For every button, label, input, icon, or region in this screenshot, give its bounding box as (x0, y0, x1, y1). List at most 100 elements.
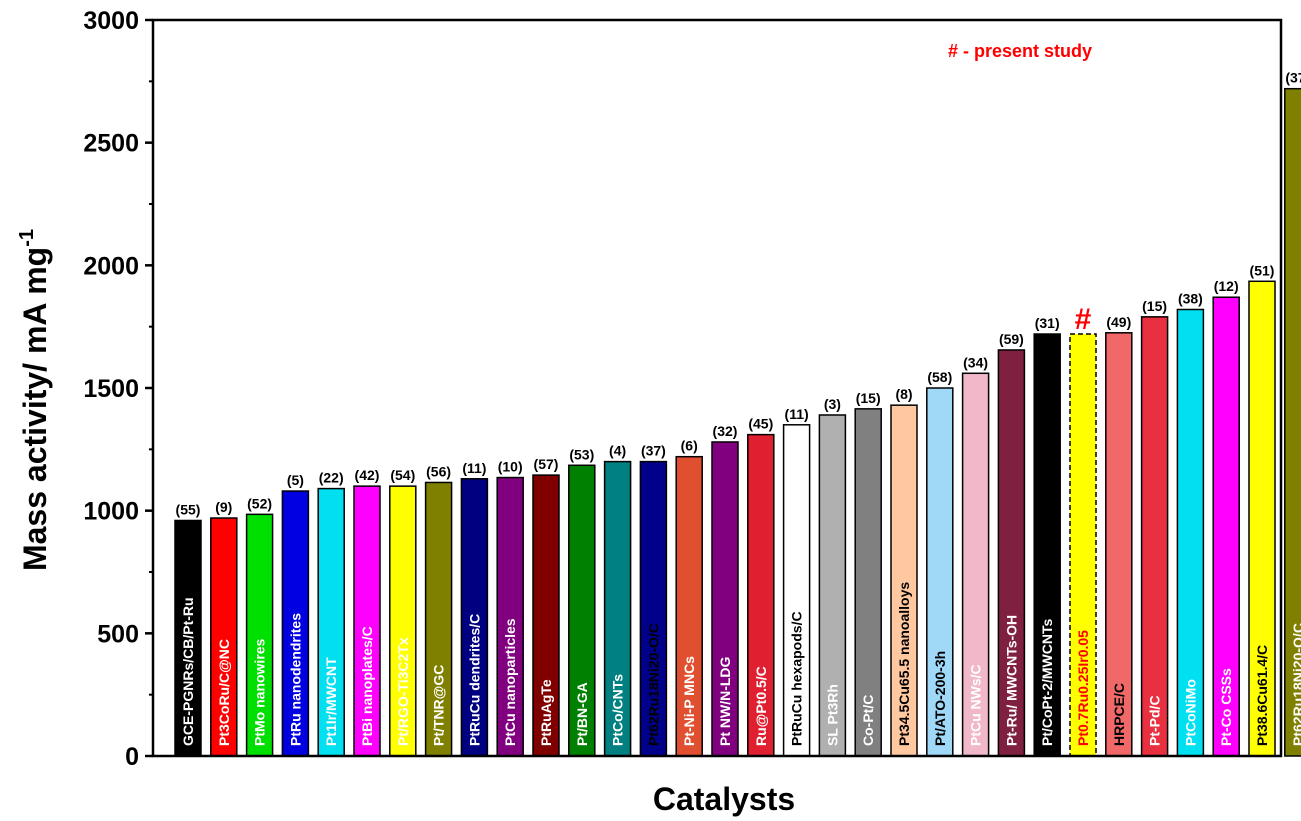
bar-label: PtRuCu dendrites/C (466, 614, 482, 746)
bar-label: SL Pt3Rh (824, 684, 840, 746)
bar-ref-label: (56) (426, 463, 451, 479)
bar-label: PtCo/CNTs (610, 674, 626, 746)
bar (1069, 333, 1097, 757)
present-study-marker: # (1075, 303, 1092, 336)
bar-label: Pt-Ru/ MWCNTs-OH (1003, 615, 1019, 746)
bar-label: PtRuCu hexapods/C (789, 611, 805, 746)
y-tick-label: 500 (97, 620, 139, 648)
y-tick-label: 2000 (83, 252, 139, 280)
y-tick-label: 1000 (83, 498, 139, 526)
y-tick-label: 0 (125, 743, 139, 771)
bar (1248, 280, 1276, 757)
bar (997, 349, 1026, 757)
bar-label: PtCoNiMo (1182, 679, 1198, 746)
y-tick-label: 2500 (83, 130, 139, 158)
bar-label: Pt0.7Ru0.25Ir0.05 (1075, 630, 1091, 746)
bar-ref-label: (32) (713, 423, 738, 439)
y-axis-title-main: Mass activity/ mA mg (17, 247, 53, 571)
bar (854, 408, 882, 757)
bar-label: Pt-Pd/C (1147, 695, 1163, 746)
bar-label: Pt38.6Cu61.4/C (1254, 645, 1270, 746)
bar (424, 481, 453, 757)
bar (1284, 87, 1301, 757)
bar-ref-label: (55) (176, 501, 201, 517)
bar-ref-label: (11) (785, 406, 809, 422)
bar (1212, 296, 1240, 757)
bar-ref-label: (9) (215, 499, 232, 515)
bar-label: Pt/CoPt-2/MWCNTs (1039, 619, 1055, 746)
bar (532, 474, 560, 757)
bar (890, 404, 918, 757)
bar-label: Pt34.5Cu65.5 nanoalloys (896, 582, 912, 746)
bar-label: Pt/BN-GA (574, 682, 590, 746)
bar (1140, 316, 1169, 757)
bar (818, 414, 847, 757)
y-tick-label: 3000 (83, 7, 139, 35)
bar-label: Co-Pt/C (860, 695, 876, 746)
bar (926, 387, 954, 757)
bar-label: PtMo nanowires (252, 638, 268, 746)
bar (639, 460, 668, 757)
bar (782, 424, 811, 757)
y-axis-title-sup: -1 (16, 229, 38, 247)
bar-ref-label: (57) (534, 456, 559, 472)
bar (747, 433, 775, 757)
bar-ref-label: (38) (1178, 290, 1203, 306)
bar (1105, 332, 1133, 757)
bar-label: HRPCE/C (1111, 683, 1127, 746)
bar-ref-label: (3) (824, 396, 841, 412)
bar-label: Pt NW/N-LDG (717, 656, 733, 746)
bar-ref-label: (34) (963, 354, 988, 370)
bar-label: Pt62Ru18Ni20-O/C (1290, 623, 1301, 746)
bar (568, 464, 596, 757)
bar-label: Pt/TNR@GC (431, 665, 447, 746)
bar (961, 372, 990, 757)
bar-ref-label: (4) (609, 443, 626, 459)
bar-label: Pt/ATO-200-3h (932, 651, 948, 746)
bar-ref-label: (8) (895, 386, 912, 402)
bar-ref-label: (10) (498, 459, 523, 475)
bar-label: PtCu NWs/C (968, 664, 984, 746)
bar-label: PtCu nanoparticles (502, 618, 518, 746)
bar-label: Pt-Ni-P MNCs (681, 656, 697, 746)
ref-labels-layer: (55) (9) (52) (5) (22) (42) (54) (56) (11) (10) (5… (176, 70, 1301, 518)
bar (353, 485, 381, 757)
bar-label: Pt62Ru18Ni20-O/C (645, 623, 661, 746)
bar-ref-label: (22) (319, 470, 344, 486)
bar-ref-label: (53) (569, 446, 594, 462)
bar-ref-label: (15) (856, 390, 881, 406)
y-axis: 0 500 1000 1500 2000 2500 3000 (83, 7, 153, 771)
bar-ref-label: (6) (681, 438, 698, 454)
bar-label: GCE-PGNRs/CB/Pt-Ru (180, 597, 196, 746)
bar-ref-label: (51) (1250, 262, 1275, 278)
bar-ref-label: (54) (390, 467, 415, 483)
bar-label: Pt/RGO-Ti3C2Tx (395, 637, 411, 746)
bar-label: Pt3CoRu/C@NC (216, 639, 232, 746)
bar-ref-label: (11) (462, 460, 486, 476)
bar (496, 476, 524, 757)
bar-label: PtRu nanodendrites (287, 613, 303, 746)
bar-ref-label: (12) (1214, 278, 1239, 294)
bar-label: Ru@Pt0.5/C (753, 666, 769, 746)
bar-labels-layer: GCE-PGNRs/CB/Pt-Ru Pt3CoRu/C@NC PtMo nanow… (180, 582, 1301, 746)
bar (174, 519, 202, 757)
y-axis-title: Mass activity/ mA mg-1 (16, 229, 53, 571)
bar-ref-label: (59) (999, 331, 1024, 347)
bar-label: PtBi nanoplates/C (359, 626, 375, 746)
x-axis-title: Catalysts (653, 781, 795, 817)
bar-label: Pt1Ir/MWCNT (323, 657, 339, 746)
bar (281, 490, 310, 757)
bar (711, 441, 739, 757)
bar-ref-label: (5) (287, 472, 304, 488)
bar (210, 517, 238, 757)
bar-label: Pt-Co CSSs (1218, 668, 1234, 746)
bar-ref-label: (49) (1106, 314, 1131, 330)
bar-ref-label: (15) (1142, 298, 1167, 314)
bar-ref-label: (42) (355, 467, 380, 483)
bar-ref-label: (58) (927, 369, 952, 385)
bar-ref-label: (45) (748, 416, 773, 432)
bar-label: PtRuAgTe (538, 679, 554, 746)
bar-ref-label: (31) (1035, 315, 1060, 331)
y-tick-label: 1500 (83, 375, 139, 403)
